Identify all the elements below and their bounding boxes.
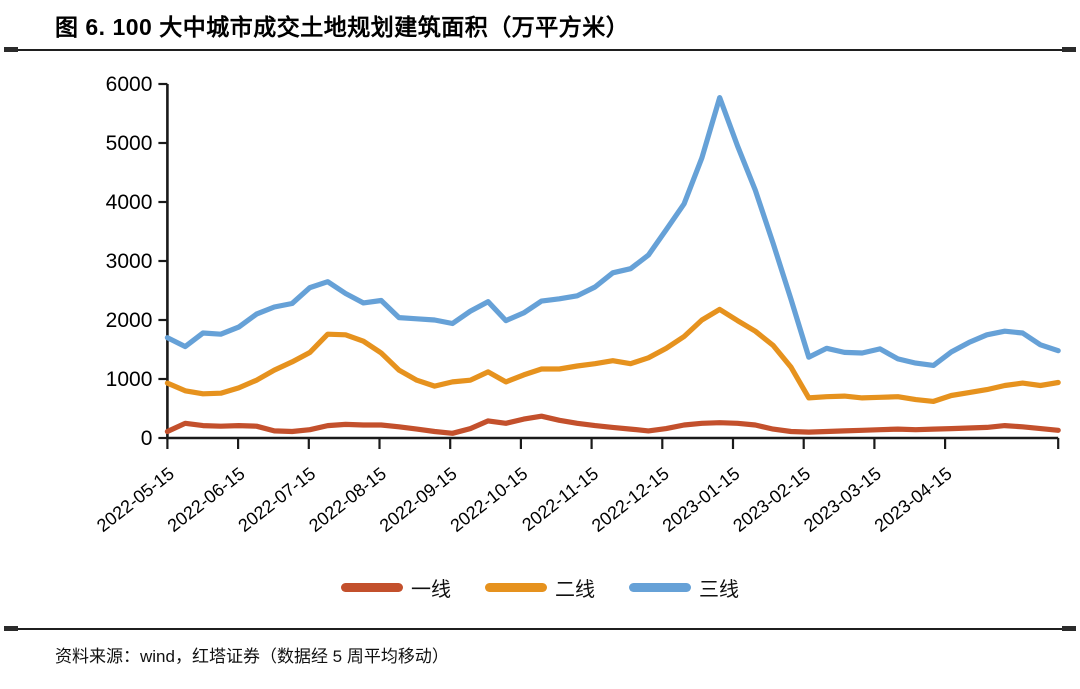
chart-legend: 一线 二线 三线 (0, 570, 1080, 604)
axes (166, 84, 1059, 440)
title-divider-end-right (1062, 47, 1076, 52)
legend-item-tier3: 三线 (629, 573, 739, 602)
y-axis-label: 0 (141, 427, 153, 450)
y-axis-label: 3000 (106, 250, 153, 273)
source-note: 资料来源：wind，红塔证券（数据经 5 周平均移动） (55, 647, 449, 666)
legend-item-tier1: 一线 (341, 573, 451, 602)
x-axis-label: 2023-03-15 (800, 463, 885, 535)
source-divider-end-left (4, 626, 18, 631)
x-axis-label: 2022-11-15 (518, 463, 602, 535)
y-axis-label: 2000 (106, 309, 153, 332)
tier1-line-swatch-icon (341, 582, 403, 592)
x-axis-label: 2022-05-15 (93, 463, 178, 535)
x-axis-label: 2022-09-15 (376, 463, 461, 535)
tier3-line-swatch-icon (629, 582, 691, 592)
series-line-1 (164, 413, 1061, 436)
x-axis-label: 2022-10-15 (446, 463, 531, 535)
x-axis-label: 2023-01-15 (659, 463, 744, 535)
title-divider-end-left (4, 47, 18, 52)
source-divider-line (14, 628, 1066, 630)
x-axis-label: 2023-04-15 (871, 463, 956, 535)
series-line-2 (164, 306, 1061, 404)
chart-canvas: 01000200030004000500060002022-05-152022-… (93, 73, 1061, 536)
figure-title: 图 6. 100 大中城市成交土地规划建筑面积（万平方米） (55, 14, 630, 40)
line-chart: 0 1000 2000 3000 4000 5000 6000 2022-05-15 2022-… (0, 60, 1080, 565)
y-axis-label: 6000 (106, 73, 153, 96)
series-line-3 (164, 94, 1061, 368)
x-axis-label: 2022-12-15 (588, 463, 673, 535)
legend-label-tier3: 三线 (699, 578, 739, 601)
title-divider-line (14, 49, 1066, 51)
legend-label-tier1: 一线 (411, 578, 451, 601)
x-axis-label: 2022-07-15 (234, 463, 319, 535)
tier2-line-swatch-icon (485, 582, 547, 592)
legend-label-tier2: 二线 (555, 578, 595, 601)
source-divider-end-right (1062, 626, 1076, 631)
x-axis-label: 2022-06-15 (164, 463, 249, 535)
y-axis-label: 5000 (106, 132, 153, 155)
y-axis-label: 4000 (106, 191, 153, 214)
x-axis-label: 2022-08-15 (305, 463, 390, 535)
legend-item-tier2: 二线 (485, 573, 595, 602)
y-axis-label: 1000 (106, 368, 153, 391)
x-axis-label: 2023-02-15 (729, 463, 814, 535)
